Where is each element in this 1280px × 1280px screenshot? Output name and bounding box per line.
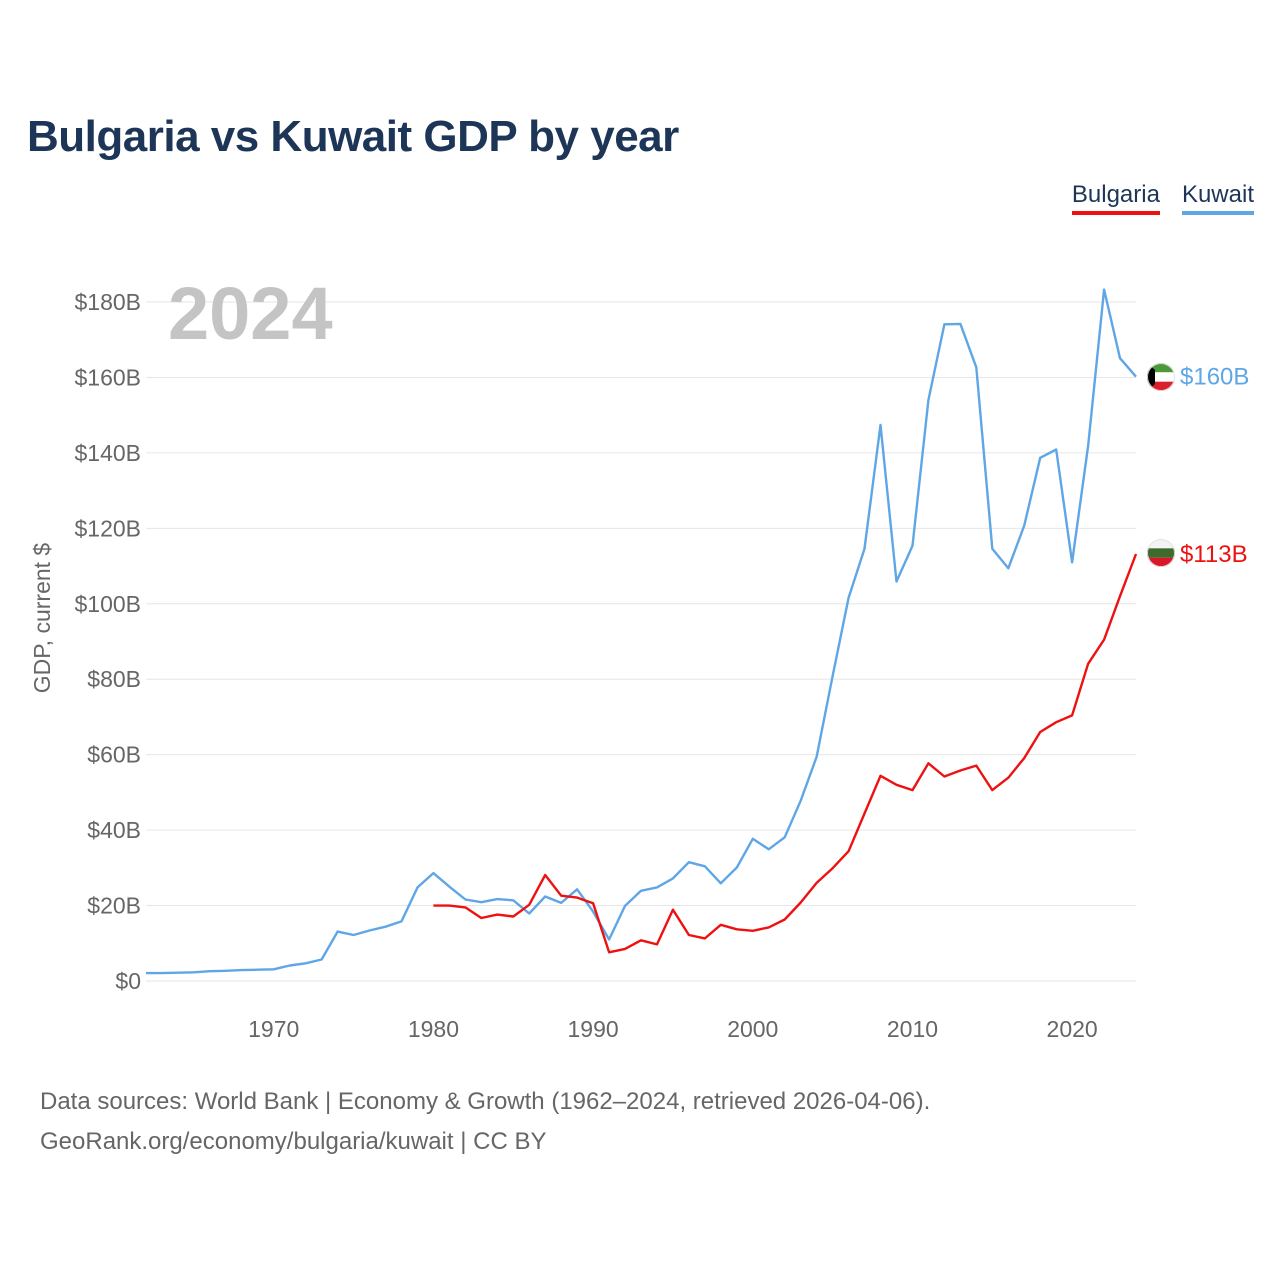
page-title: Bulgaria vs Kuwait GDP by year — [27, 112, 679, 161]
bulgaria-flag-icon — [1147, 539, 1175, 567]
grid-lines — [146, 301, 1136, 982]
y-tick-label: $20B — [87, 893, 141, 919]
y-tick-label: $100B — [74, 591, 141, 617]
legend: Bulgaria Kuwait — [1071, 181, 1254, 215]
y-axis-ticks: $0 $20B $40B $60B $80B $100B $120B $140B $160B $1… — [74, 289, 141, 994]
series-end-markers: $160B $113B — [1180, 364, 1249, 568]
x-tick-label: 2010 — [887, 1016, 938, 1042]
x-tick-label: 1970 — [248, 1016, 299, 1042]
x-tick-label: 1990 — [568, 1016, 619, 1042]
y-tick-label: $80B — [87, 666, 141, 692]
year-watermark: 2024 — [168, 272, 333, 355]
series-lines — [146, 288, 1138, 975]
end-value-label-bulgaria: $113B — [1180, 541, 1248, 568]
x-tick-label: 1980 — [408, 1016, 459, 1042]
y-tick-label: $60B — [87, 742, 141, 768]
x-axis-ticks: 1970 1980 1990 2000 2010 2020 — [248, 1016, 1098, 1042]
y-axis-label: GDP, current $ — [29, 543, 55, 694]
kuwait-flag-icon — [1147, 363, 1175, 391]
end-value-label-kuwait: $160B — [1180, 364, 1249, 391]
y-tick-label: $0 — [115, 968, 141, 994]
y-tick-label: $40B — [87, 817, 141, 843]
y-tick-label: $160B — [74, 364, 141, 390]
y-tick-label: $120B — [74, 515, 141, 541]
legend-item-kuwait[interactable]: Kuwait — [1181, 181, 1254, 215]
x-tick-label: 2000 — [727, 1016, 778, 1042]
y-tick-label: $180B — [74, 289, 141, 315]
y-tick-label: $140B — [74, 440, 141, 466]
attribution-link[interactable]: GeoRank.org/economy/bulgaria/kuwait | CC… — [40, 1128, 547, 1155]
source-note: Data sources: World Bank | Economy & Gro… — [40, 1088, 931, 1115]
legend-item-bulgaria[interactable]: Bulgaria — [1071, 181, 1160, 215]
series-line-kuwait[interactable] — [146, 288, 1137, 975]
x-tick-label: 2020 — [1047, 1016, 1098, 1042]
footer: Data sources: World Bank | Economy & Gro… — [40, 1082, 930, 1162]
series-line-bulgaria[interactable] — [433, 553, 1138, 954]
